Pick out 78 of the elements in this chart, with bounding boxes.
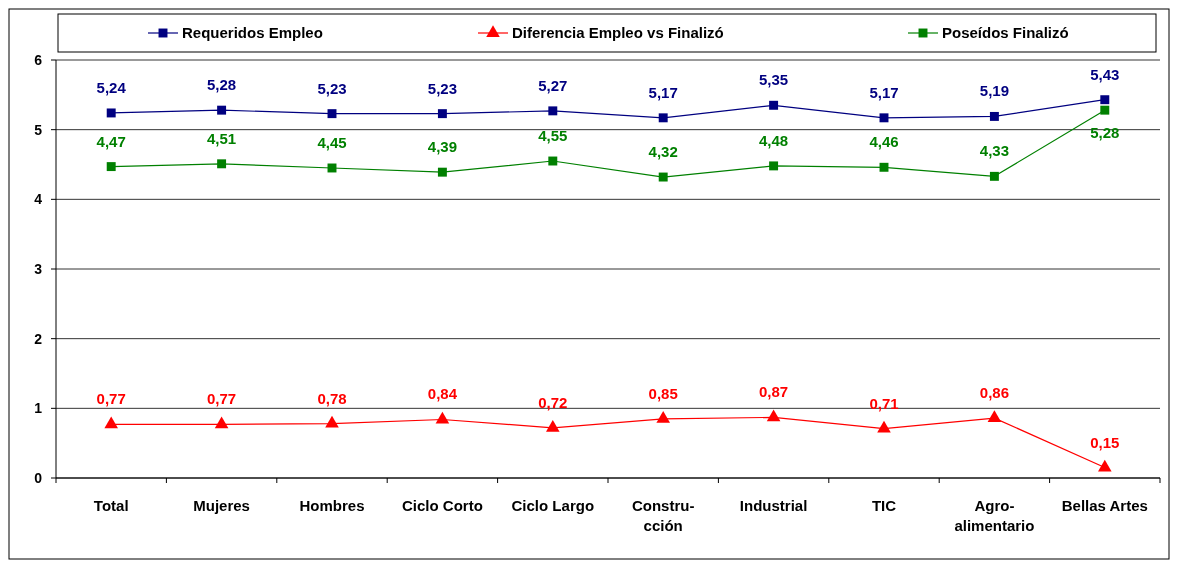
data-label: 4,33 [979, 142, 1009, 160]
point [658, 113, 668, 123]
data-label: 4,47 [96, 132, 126, 150]
data-label: 0,85 [648, 384, 678, 402]
point [548, 156, 558, 166]
point [437, 109, 447, 119]
data-label: 0,86 [979, 384, 1009, 402]
x-tick-label: Hombres [299, 497, 365, 514]
x-tick-label: TIC [871, 497, 897, 514]
data-label: 0,15 [1090, 433, 1120, 451]
data-label: 5,24 [96, 78, 127, 96]
legend-label: Requeridos Empleo [182, 24, 323, 41]
data-label: 5,27 [538, 76, 568, 94]
point [325, 415, 339, 428]
x-tick-label: Ciclo Largo [511, 497, 595, 514]
x-tick-label: Industrial [739, 497, 808, 514]
point [548, 106, 558, 116]
point [437, 167, 447, 177]
y-tick-label: 1 [34, 400, 43, 417]
data-label: 0,71 [869, 394, 899, 412]
data-label: 4,48 [759, 131, 789, 149]
point [546, 419, 560, 432]
point [769, 100, 779, 110]
x-tick-label: Agro- alimentario [954, 497, 1035, 534]
point [656, 410, 670, 423]
y-tick-label: 3 [34, 261, 43, 277]
data-label: 4,32 [648, 143, 678, 161]
data-label: 4,39 [427, 138, 457, 156]
data-label: 4,45 [317, 133, 347, 151]
data-label: 5,23 [427, 79, 457, 97]
y-tick-label: 0 [34, 470, 43, 486]
x-tick-label: Ciclo Corto [401, 497, 483, 514]
point [769, 161, 779, 171]
point [327, 109, 337, 119]
data-label: 0,77 [96, 390, 126, 408]
data-label: 5,35 [759, 71, 789, 89]
data-label: 5,43 [1090, 65, 1120, 83]
data-label: 4,55 [538, 127, 568, 145]
point [766, 409, 781, 422]
x-tick-label: Bellas Artes [1061, 497, 1148, 514]
data-label: 0,77 [207, 390, 237, 408]
data-label: 0,84 [427, 385, 458, 403]
point [106, 108, 116, 118]
y-tick-label: 4 [34, 191, 43, 208]
data-label: 5,17 [869, 83, 899, 101]
point [214, 416, 229, 429]
point [987, 410, 1002, 423]
point [989, 111, 999, 121]
y-tick-label: 6 [34, 52, 43, 68]
data-label: 0,78 [317, 389, 347, 407]
data-label: 5,23 [317, 79, 347, 97]
point [106, 162, 116, 172]
point [104, 416, 118, 429]
data-label: 4,51 [207, 129, 237, 147]
data-label: 0,72 [538, 393, 568, 411]
data-label: 5,19 [979, 82, 1009, 100]
data-label: 4,46 [869, 133, 899, 151]
point [879, 162, 889, 172]
x-tick-label: Constru- cción [631, 497, 695, 534]
x-tick-label: Total [93, 497, 129, 514]
point [1100, 105, 1110, 115]
legend-label: Diferencia Empleo vs Finalizó [512, 24, 724, 41]
data-label: 0,87 [759, 383, 789, 401]
point [1100, 95, 1110, 105]
point [1098, 459, 1112, 472]
point [877, 420, 891, 433]
point [658, 172, 668, 182]
point [217, 159, 227, 169]
x-tick-label: Mujeres [193, 497, 250, 514]
point [879, 113, 889, 123]
y-tick-label: 2 [34, 330, 43, 347]
point [989, 171, 999, 181]
y-tick-label: 5 [34, 121, 43, 138]
legend-label: Poseídos Finalizó [942, 24, 1069, 41]
point [435, 411, 450, 424]
data-label: 5,28 [207, 76, 237, 94]
point [217, 105, 227, 115]
data-label: 5,17 [648, 83, 678, 101]
